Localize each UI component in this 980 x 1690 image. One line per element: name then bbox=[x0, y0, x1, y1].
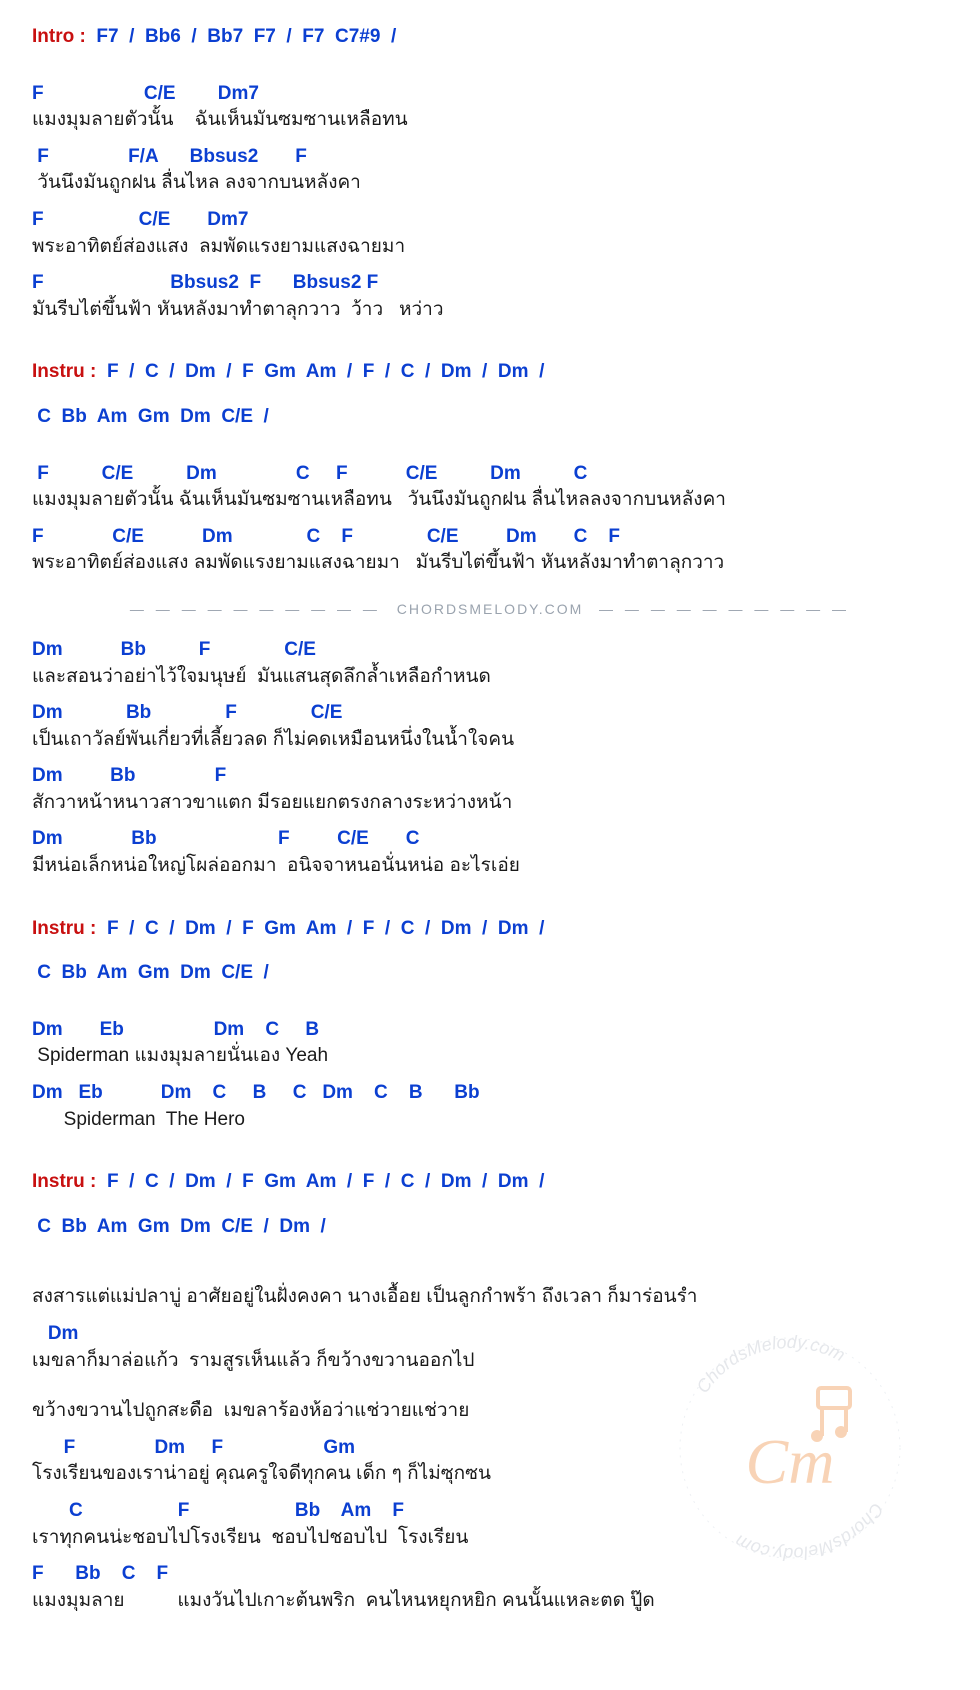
lyric-line: เป็นเถาวัลย์พันเกี่ยวที่เลี้ยวลด ก็ไม่คด… bbox=[32, 727, 948, 754]
lyric-line: และสอนว่าอย่าไว้ใจมนุษย์ มันแสนสุดลึกล้ำ… bbox=[32, 664, 948, 691]
bridge: Dm Eb Dm C B Spiderman แมงมุมลายนั่นเอง … bbox=[32, 1017, 948, 1133]
lyric-line: สงสารแต่แม่ปลาบู่ อาศัยอยู่ในฝั่งคงคา นา… bbox=[32, 1284, 948, 1311]
verse4: สงสารแต่แม่ปลาบู่ อาศัยอยู่ในฝั่งคงคา นา… bbox=[32, 1284, 948, 1614]
chord-line: F C/E Dm C F C/E Dm C bbox=[32, 461, 948, 488]
instru1-line1: Instru : F / C / Dm / F Gm Am / F / C / … bbox=[32, 359, 948, 386]
lyric-line: Spiderman แมงมุมลายนั่นเอง Yeah bbox=[32, 1043, 948, 1070]
chord-line: Dm Bb F bbox=[32, 763, 948, 790]
instru-label: Instru : bbox=[32, 918, 96, 939]
lyric-line: แมงมุมลายตัวนั้น ฉันเห็นมันซมซานเหลือทน … bbox=[32, 487, 948, 514]
instru2-chords1: F / C / Dm / F Gm Am / F / C / Dm / Dm / bbox=[96, 918, 544, 939]
chord-line: C F Bb Am F bbox=[32, 1498, 948, 1525]
chord-line: Dm Bb F C/E bbox=[32, 700, 948, 727]
lyric-line: มีหน่อเล็กหน่อใหญ่โผล่ออกมา อนิจจาหนอนั่… bbox=[32, 853, 948, 880]
instru2-line1: Instru : F / C / Dm / F Gm Am / F / C / … bbox=[32, 916, 948, 943]
lyric-line: สักวาหน้าหนาวสาวขาแตก มีรอยแยกตรงกลางระห… bbox=[32, 790, 948, 817]
lyric-line: โรงเรียนของเราน่าอยู่ คุณครูใจดีทุกคน เด… bbox=[32, 1461, 948, 1488]
chord-line: F F/A Bbsus2 F bbox=[32, 144, 948, 171]
instru-label: Instru : bbox=[32, 361, 96, 382]
instru1-chords2: C Bb Am Gm Dm C/E / bbox=[32, 404, 948, 431]
divider-brand: CHORDSMELODY.COM bbox=[397, 601, 584, 617]
lyric-line: มันรีบไต่ขึ้นฟ้า หันหลังมาทำตาลุกวาว ว้า… bbox=[32, 297, 948, 324]
lyric-line: เราทุกคนน่ะชอบไปโรงเรียน ชอบไปชอบไป โรงเ… bbox=[32, 1525, 948, 1552]
divider: — — — — — — — — — — CHORDSMELODY.COM — —… bbox=[32, 601, 948, 617]
instru3-line1: Instru : F / C / Dm / F Gm Am / F / C / … bbox=[32, 1169, 948, 1196]
intro-line: Intro : F7 / Bb6 / Bb7 F7 / F7 C7#9 / bbox=[32, 24, 948, 51]
instru1-chords1: F / C / Dm / F Gm Am / F / C / Dm / Dm / bbox=[96, 361, 544, 382]
lyric-line: ขว้างขวานไปถูกสะดือ เมขลาร้องห้อว่าแช่วา… bbox=[32, 1398, 948, 1425]
chord-line: Dm Eb Dm C B bbox=[32, 1017, 948, 1044]
verse1: F C/E Dm7 แมงมุมลายตัวนั้น ฉันเห็นมันซมซ… bbox=[32, 81, 948, 324]
chord-line: F C/E Dm7 bbox=[32, 81, 948, 108]
instru3-chords1: F / C / Dm / F Gm Am / F / C / Dm / Dm / bbox=[96, 1171, 544, 1192]
lyric-line: แมงมุมลาย แมงวันไปเกาะต้นพริก คนไหนหยุกห… bbox=[32, 1588, 948, 1615]
intro-label: Intro : bbox=[32, 26, 86, 47]
lyric-line: พระอาทิตย์ส่องแสง ลมพัดแรงยามแสงฉายมา bbox=[32, 234, 948, 261]
chord-line: Dm Bb F C/E C bbox=[32, 826, 948, 853]
chord-line: F Bbsus2 F Bbsus2 F bbox=[32, 270, 948, 297]
instru3-chords2: C Bb Am Gm Dm C/E / Dm / bbox=[32, 1214, 948, 1241]
chord-line: F Bb C F bbox=[32, 1561, 948, 1588]
instru-label: Instru : bbox=[32, 1171, 96, 1192]
chord-line: Dm Bb F C/E bbox=[32, 637, 948, 664]
intro-chords: F7 / Bb6 / Bb7 F7 / F7 C7#9 / bbox=[86, 26, 396, 47]
lyric-line: วันนึงมันถูกฝน ลื่นไหล ลงจากบนหลังคา bbox=[32, 170, 948, 197]
chord-line: Dm Eb Dm C B C Dm C B Bb bbox=[32, 1080, 948, 1107]
instru2-chords2: C Bb Am Gm Dm C/E / bbox=[32, 960, 948, 987]
verse3: Dm Bb F C/E และสอนว่าอย่าไว้ใจมนุษย์ มัน… bbox=[32, 637, 948, 880]
lyric-line: Spiderman The Hero bbox=[32, 1107, 948, 1134]
lyric-line: เมขลาก็มาล่อแก้ว รามสูรเห็นแล้ว ก็ขว้างข… bbox=[32, 1348, 948, 1375]
lyric-line: แมงมุมลายตัวนั้น ฉันเห็นมันซมซานเหลือทน bbox=[32, 107, 948, 134]
chord-line: F Dm F Gm bbox=[32, 1435, 948, 1462]
chord-line: F C/E Dm C F C/E Dm C F bbox=[32, 524, 948, 551]
lyric-line: พระอาทิตย์ส่องแสง ลมพัดแรงยามแสงฉายมา มั… bbox=[32, 550, 948, 577]
chord-line: Dm bbox=[32, 1321, 948, 1348]
verse2: F C/E Dm C F C/E Dm C แมงมุมลายตัวนั้น ฉ… bbox=[32, 461, 948, 577]
chord-line: F C/E Dm7 bbox=[32, 207, 948, 234]
